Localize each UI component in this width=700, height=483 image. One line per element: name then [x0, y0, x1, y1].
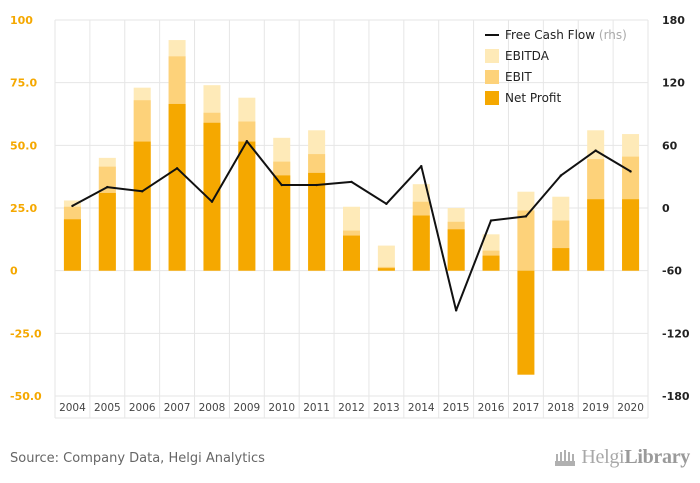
- logo-text-light: Helgi: [581, 446, 625, 468]
- point-free-cash-flow: [315, 183, 318, 187]
- y-left-tick-label: -25.0: [10, 327, 42, 340]
- bar-net-profit: [133, 141, 151, 271]
- point-free-cash-flow: [71, 204, 74, 208]
- bar-net-profit: [63, 219, 81, 271]
- logo-text-bold: Library: [624, 446, 690, 468]
- x-tick-label: 2020: [617, 402, 644, 414]
- source-note: Source: Company Data, Helgi Analytics: [10, 451, 265, 466]
- chart-area: -50.0 -25.0 0 25.0 50.0 75.0 100 -180 -120 -60 0 60…: [10, 14, 690, 419]
- bar-net-profit: [622, 199, 640, 271]
- legend-label: EBIT: [505, 70, 532, 84]
- x-tick-label: 2006: [129, 402, 156, 414]
- legend-swatch-box: [485, 70, 499, 84]
- legend-swatch-box: [485, 49, 499, 63]
- legend-label: Net Profit: [505, 91, 561, 105]
- y-right-tick-label: 180: [662, 14, 685, 27]
- legend-label-suffix: (rhs): [595, 28, 627, 42]
- point-free-cash-flow: [245, 139, 249, 143]
- point-free-cash-flow: [175, 167, 179, 170]
- y-right-tick-label: 120: [662, 77, 685, 90]
- logo-text: HelgiLibrary: [581, 446, 690, 469]
- x-tick-label: 2015: [443, 402, 470, 414]
- y-right-tick-label: -60: [662, 265, 682, 278]
- x-tick-label: 2005: [94, 402, 121, 414]
- bar-net-profit: [412, 215, 430, 271]
- legend-label-text: Free Cash Flow: [505, 28, 595, 42]
- bar-net-profit: [273, 175, 291, 271]
- x-tick-label: 2008: [199, 402, 226, 414]
- legend-label: EBITDA: [505, 49, 550, 63]
- bar-net-profit: [308, 172, 326, 271]
- bar-net-profit: [343, 235, 360, 271]
- point-free-cash-flow: [141, 190, 144, 193]
- bar-net-profit: [552, 248, 570, 271]
- y-right-tick-label: -120: [662, 327, 690, 340]
- y-left-tick-label: -50.0: [10, 390, 42, 403]
- bar-net-profit: [377, 268, 395, 271]
- bar-net-profit: [482, 255, 500, 271]
- bar-net-profit: [168, 103, 186, 271]
- y-left-tick-label: 25.0: [10, 202, 37, 215]
- point-free-cash-flow: [420, 165, 423, 168]
- bar-ebit: [517, 210, 535, 271]
- point-free-cash-flow: [210, 200, 214, 203]
- bar-net-profit: [98, 192, 116, 271]
- x-tick-label: 2018: [547, 402, 574, 414]
- y-left-tick-label: 50.0: [10, 139, 37, 152]
- y-left-tick-label: 75.0: [10, 77, 37, 90]
- y-left-tick-label: 100: [10, 14, 33, 27]
- x-tick-label: 2011: [303, 402, 330, 414]
- point-free-cash-flow: [559, 174, 562, 177]
- legend-label-text: EBIT: [505, 70, 532, 84]
- legend-label-text: EBITDA: [505, 49, 550, 63]
- y-left-tick-label: 0: [10, 265, 18, 278]
- point-free-cash-flow: [106, 185, 109, 189]
- point-free-cash-flow: [280, 183, 283, 187]
- y-right-tick-label: -180: [662, 390, 690, 403]
- bar-net-profit: [238, 141, 256, 271]
- helgi-library-logo: HelgiLibrary: [554, 446, 690, 469]
- y-right-tick-label: 0: [662, 202, 670, 215]
- point-free-cash-flow: [489, 219, 493, 222]
- bar-net-profit: [587, 199, 605, 271]
- point-free-cash-flow: [594, 149, 597, 152]
- x-tick-label: 2004: [59, 402, 86, 414]
- point-free-cash-flow: [454, 309, 458, 312]
- x-tick-label: 2010: [268, 402, 295, 414]
- y-right-tick-label: 60: [662, 139, 678, 152]
- legend-swatch-box: [485, 91, 499, 105]
- bar-net-profit: [203, 122, 221, 271]
- bar-net-profit: [447, 229, 465, 271]
- point-free-cash-flow: [524, 215, 528, 218]
- x-tick-label: 2019: [582, 402, 609, 414]
- point-free-cash-flow: [385, 202, 388, 206]
- x-tick-label: 2014: [408, 402, 435, 414]
- legend-label: Free Cash Flow (rhs): [505, 28, 627, 42]
- x-tick-label: 2016: [478, 402, 505, 414]
- x-tick-label: 2009: [233, 402, 260, 414]
- point-free-cash-flow: [629, 170, 632, 173]
- helgi-library-logo-icon: [555, 449, 576, 466]
- point-free-cash-flow: [350, 180, 353, 184]
- bar-net-profit: [517, 270, 535, 375]
- x-tick-label: 2013: [373, 402, 400, 414]
- x-tick-label: 2007: [164, 402, 191, 414]
- bar-ebitda: [377, 245, 395, 271]
- x-tick-label: 2017: [513, 402, 540, 414]
- x-tick-label: 2012: [338, 402, 365, 414]
- legend-label-text: Net Profit: [505, 91, 561, 105]
